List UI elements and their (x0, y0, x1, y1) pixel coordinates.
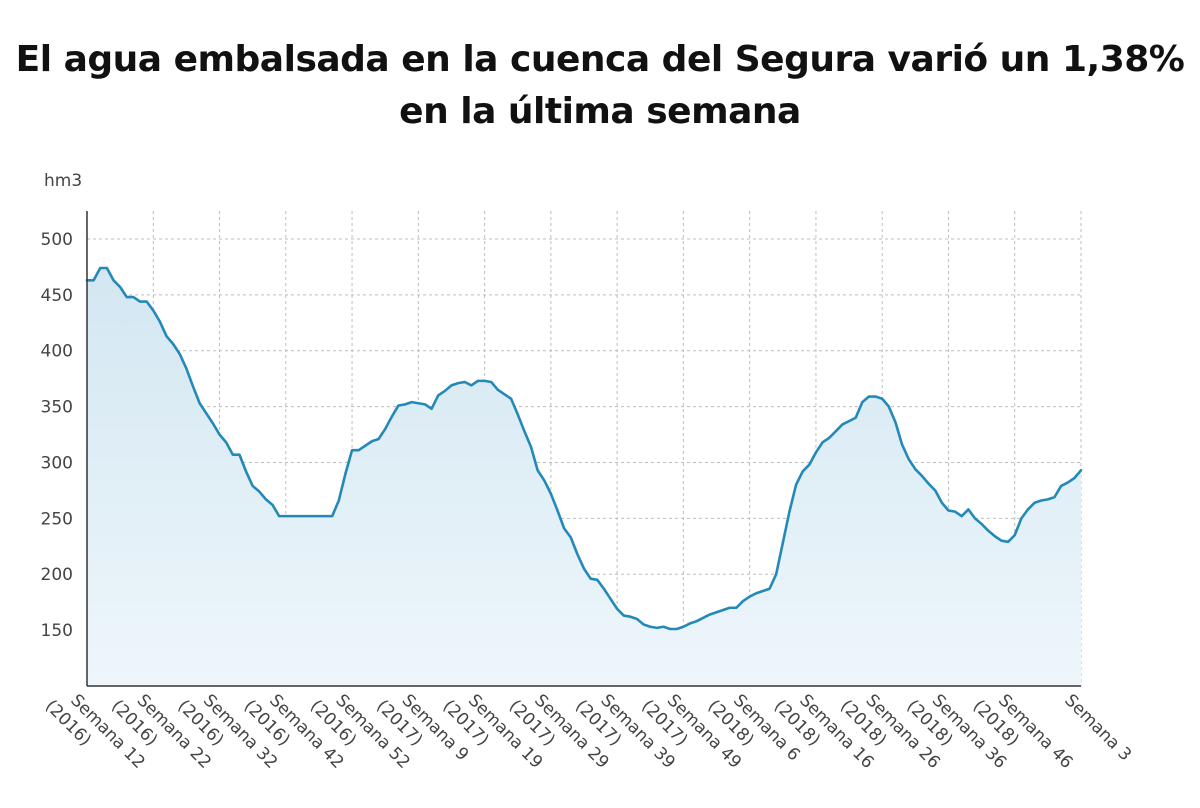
y-tick-label: 350 (41, 398, 73, 418)
series-area (87, 268, 1081, 686)
series-line (85, 266, 1083, 631)
axes (86, 211, 1081, 687)
x-axis-ticks: Semana 12(2016) Semana 22(2016) Semana 32(… (41, 690, 1135, 772)
chart-title: El agua embalsada en la cuenca del Segur… (0, 34, 1200, 138)
y-tick-label: 200 (41, 565, 73, 585)
y-axis-unit-label: hm3 (44, 171, 83, 191)
y-tick-label: 300 (41, 453, 73, 473)
y-tick-label: 500 (41, 230, 73, 250)
y-tick-label: 150 (41, 621, 73, 641)
x-tick: Semana 6(2018) (704, 690, 804, 765)
y-tick-label: 450 (41, 286, 73, 306)
y-axis-ticks: 150 200 250 300 350 400 450 500 (41, 230, 73, 641)
y-tick-label: 250 (41, 509, 73, 529)
y-tick-label: 400 (41, 342, 73, 362)
chart-title-line-1: El agua embalsada en la cuenca del Segur… (15, 39, 1185, 80)
chart-title-line-2: en la última semana (399, 91, 801, 132)
series (85, 266, 1083, 686)
x-tick: Semana 9(2017) (372, 690, 472, 765)
